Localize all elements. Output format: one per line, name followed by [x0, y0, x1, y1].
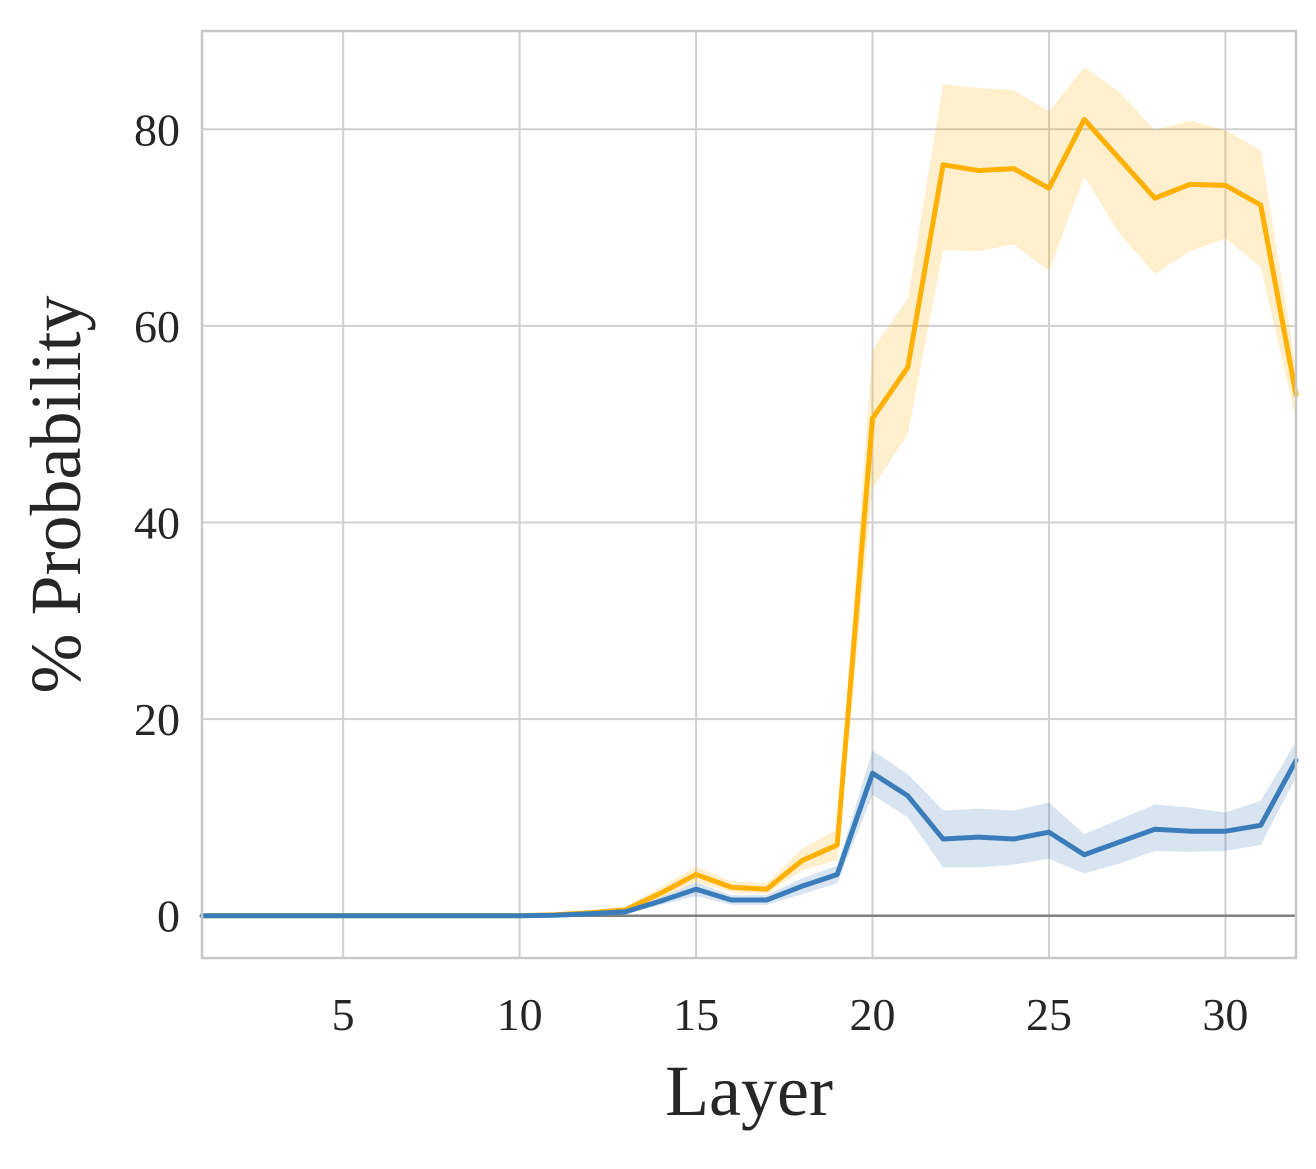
- confidence-bands: [202, 67, 1296, 916]
- plot-frame: [200, 29, 1298, 960]
- x-tick-label: 15: [673, 989, 719, 1040]
- series-lines: [199, 116, 1299, 919]
- x-tick-label: 10: [497, 989, 543, 1040]
- x-tick-labels: 5 10 15 20 25 30: [332, 989, 1249, 1040]
- x-tick-label: 25: [1026, 989, 1072, 1040]
- y-tick-label: 60: [134, 301, 180, 352]
- series-2-band: [202, 741, 1296, 916]
- x-tick-label: 5: [332, 989, 355, 1040]
- y-tick-label: 80: [134, 104, 180, 155]
- y-tick-label: 0: [157, 891, 180, 942]
- y-axis-label: % Probability: [16, 296, 96, 694]
- x-tick-label: 20: [850, 989, 896, 1040]
- x-axis-label: Layer: [665, 1051, 833, 1131]
- y-tick-label: 40: [134, 498, 180, 549]
- series-1-band: [202, 67, 1296, 916]
- y-tick-labels: 0 20 40 60 80: [134, 104, 180, 941]
- series-2-line: [199, 757, 1299, 919]
- y-tick-label: 20: [134, 694, 180, 745]
- x-tick-label: 30: [1202, 989, 1248, 1040]
